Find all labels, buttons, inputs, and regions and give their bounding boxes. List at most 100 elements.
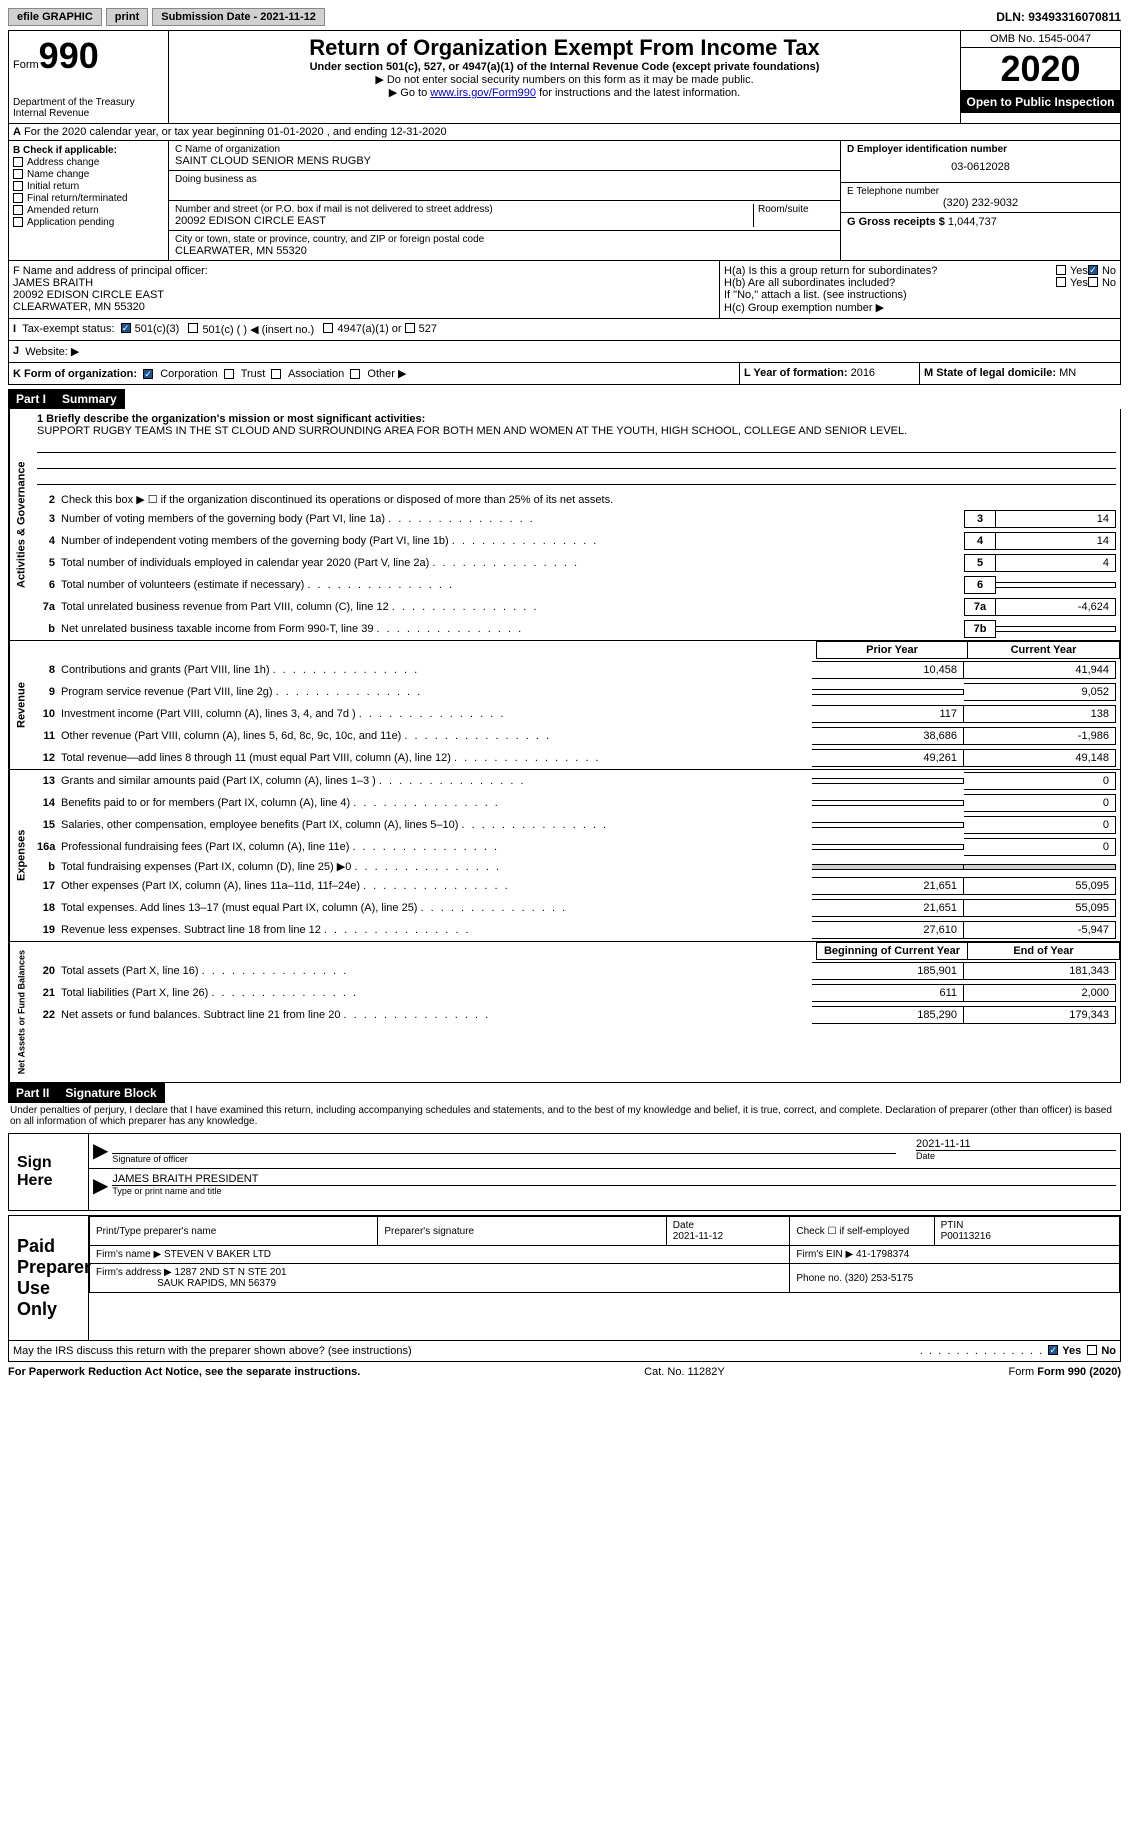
city-label: City or town, state or province, country…	[175, 234, 834, 245]
paid-preparer-label: Paid Preparer Use Only	[9, 1216, 89, 1340]
line-b: b Total fundraising expenses (Part IX, c…	[33, 858, 1120, 875]
line-9: 9 Program service revenue (Part VIII, li…	[33, 681, 1120, 703]
line-6: 6 Total number of volunteers (estimate i…	[33, 574, 1120, 596]
website-label: Website: ▶	[25, 345, 79, 358]
line-14: 14 Benefits paid to or for members (Part…	[33, 792, 1120, 814]
public-inspection: Open to Public Inspection	[961, 91, 1120, 113]
year-formation: 2016	[851, 367, 875, 379]
tax-exempt-label: Tax-exempt status:	[22, 323, 114, 336]
mission-text: SUPPORT RUGBY TEAMS IN THE ST CLOUD AND …	[37, 425, 1116, 437]
vert-net-assets: Net Assets or Fund Balances	[9, 942, 33, 1082]
hb-yes[interactable]	[1056, 277, 1066, 287]
prep-sig-label: Preparer's signature	[378, 1217, 666, 1246]
line-8: 8 Contributions and grants (Part VIII, l…	[33, 659, 1120, 681]
officer-addr2: CLEARWATER, MN 55320	[13, 301, 715, 313]
line-12: 12 Total revenue—add lines 8 through 11 …	[33, 747, 1120, 769]
checkbox-initial-return[interactable]	[13, 181, 23, 191]
current-year-header: Current Year	[968, 641, 1120, 659]
form-org-label: K Form of organization:	[13, 368, 137, 380]
check-self: Check ☐ if self-employed	[790, 1217, 934, 1246]
omb-number: OMB No. 1545-0047	[961, 31, 1120, 48]
room-label: Room/suite	[758, 204, 834, 215]
ptin: P00113216	[941, 1231, 991, 1242]
section-b: B Check if applicable: Address change Na…	[9, 141, 169, 260]
discuss-text: May the IRS discuss this return with the…	[13, 1345, 920, 1357]
ein-label: D Employer identification number	[847, 144, 1007, 155]
instruction-1: ▶ Do not enter social security numbers o…	[173, 73, 956, 86]
line-22: 22 Net assets or fund balances. Subtract…	[33, 1004, 1120, 1026]
form-title: Return of Organization Exempt From Incom…	[173, 35, 956, 61]
tax-year: 2020	[961, 48, 1120, 91]
officer-addr1: 20092 EDISON CIRCLE EAST	[13, 289, 715, 301]
ha-no[interactable]	[1088, 265, 1098, 275]
sign-here-label: Sign Here	[9, 1134, 89, 1210]
line-13: 13 Grants and similar amounts paid (Part…	[33, 770, 1120, 792]
end-year-header: End of Year	[968, 942, 1120, 960]
vert-governance: Activities & Governance	[9, 409, 33, 640]
cb-trust[interactable]	[224, 369, 234, 379]
checkbox-amended[interactable]	[13, 205, 23, 215]
hc-label: H(c) Group exemption number ▶	[724, 301, 1116, 314]
prep-name-label: Print/Type preparer's name	[90, 1217, 378, 1246]
form-header: Form990 Department of the Treasury Inter…	[8, 30, 1121, 124]
line-17: 17 Other expenses (Part IX, column (A), …	[33, 875, 1120, 897]
line-19: 19 Revenue less expenses. Subtract line …	[33, 919, 1120, 941]
discuss-no[interactable]	[1087, 1345, 1097, 1355]
penalty-text: Under penalties of perjury, I declare th…	[8, 1103, 1121, 1129]
line-21: 21 Total liabilities (Part X, line 26) 6…	[33, 982, 1120, 1004]
cb-assoc[interactable]	[271, 369, 281, 379]
hb-label: H(b) Are all subordinates included?	[724, 277, 1056, 289]
line-4: 4 Number of independent voting members o…	[33, 530, 1120, 552]
submission-date: Submission Date - 2021-11-12	[152, 8, 325, 26]
cb-501c[interactable]	[188, 323, 198, 333]
checkbox-pending[interactable]	[13, 217, 23, 227]
cb-corp[interactable]	[143, 369, 153, 379]
firm-ein: 41-1798374	[856, 1249, 909, 1260]
sig-date-label: Date	[916, 1151, 1116, 1161]
officer-print-name: JAMES BRAITH PRESIDENT	[112, 1173, 1116, 1186]
firm-addr2: SAUK RAPIDS, MN 56379	[157, 1278, 276, 1289]
line-16a: 16a Professional fundraising fees (Part …	[33, 836, 1120, 858]
cb-other[interactable]	[350, 369, 360, 379]
hb-no[interactable]	[1088, 277, 1098, 287]
line-b: b Net unrelated business taxable income …	[33, 618, 1120, 640]
part1-title: Summary	[54, 389, 125, 409]
officer-name: JAMES BRAITH	[13, 277, 715, 289]
line-7a: 7a Total unrelated business revenue from…	[33, 596, 1120, 618]
checkbox-address-change[interactable]	[13, 157, 23, 167]
vert-expenses: Expenses	[9, 770, 33, 941]
top-bar: efile GRAPHIC print Submission Date - 20…	[8, 8, 1121, 26]
checkbox-final-return[interactable]	[13, 193, 23, 203]
dba-label: Doing business as	[175, 174, 834, 185]
phone-value: (320) 232-9032	[847, 197, 1114, 209]
officer-label: F Name and address of principal officer:	[13, 265, 715, 277]
sig-arrow-icon-2: ▶	[93, 1173, 108, 1198]
begin-year-header: Beginning of Current Year	[816, 942, 968, 960]
addr-label: Number and street (or P.O. box if mail i…	[175, 204, 749, 215]
irs-link[interactable]: www.irs.gov/Form990	[430, 87, 536, 99]
line-10: 10 Investment income (Part VIII, column …	[33, 703, 1120, 725]
street-address: 20092 EDISON CIRCLE EAST	[175, 215, 749, 227]
efile-button[interactable]: efile GRAPHIC	[8, 8, 102, 26]
line-18: 18 Total expenses. Add lines 13–17 (must…	[33, 897, 1120, 919]
prior-year-header: Prior Year	[816, 641, 968, 659]
pra-notice: For Paperwork Reduction Act Notice, see …	[8, 1366, 360, 1378]
line-5: 5 Total number of individuals employed i…	[33, 552, 1120, 574]
dln: DLN: 93493316070811	[996, 10, 1121, 24]
cat-no: Cat. No. 11282Y	[644, 1366, 725, 1378]
cb-4947[interactable]	[323, 323, 333, 333]
line-11: 11 Other revenue (Part VIII, column (A),…	[33, 725, 1120, 747]
prep-date: 2021-11-12	[673, 1231, 723, 1242]
org-name-label: C Name of organization	[175, 144, 834, 155]
cb-527[interactable]	[405, 323, 415, 333]
discuss-yes[interactable]	[1048, 1345, 1058, 1355]
ha-yes[interactable]	[1056, 265, 1066, 275]
cb-501c3[interactable]	[121, 323, 131, 333]
line2: Check this box ▶ ☐ if the organization d…	[61, 493, 1116, 506]
checkbox-name-change[interactable]	[13, 169, 23, 179]
form-footer: Form Form 990 (2020)	[1009, 1366, 1122, 1378]
firm-phone: (320) 253-5175	[845, 1273, 913, 1284]
print-button[interactable]: print	[106, 8, 148, 26]
phone-label: E Telephone number	[847, 186, 1114, 197]
line1-label: 1 Briefly describe the organization's mi…	[37, 413, 425, 425]
